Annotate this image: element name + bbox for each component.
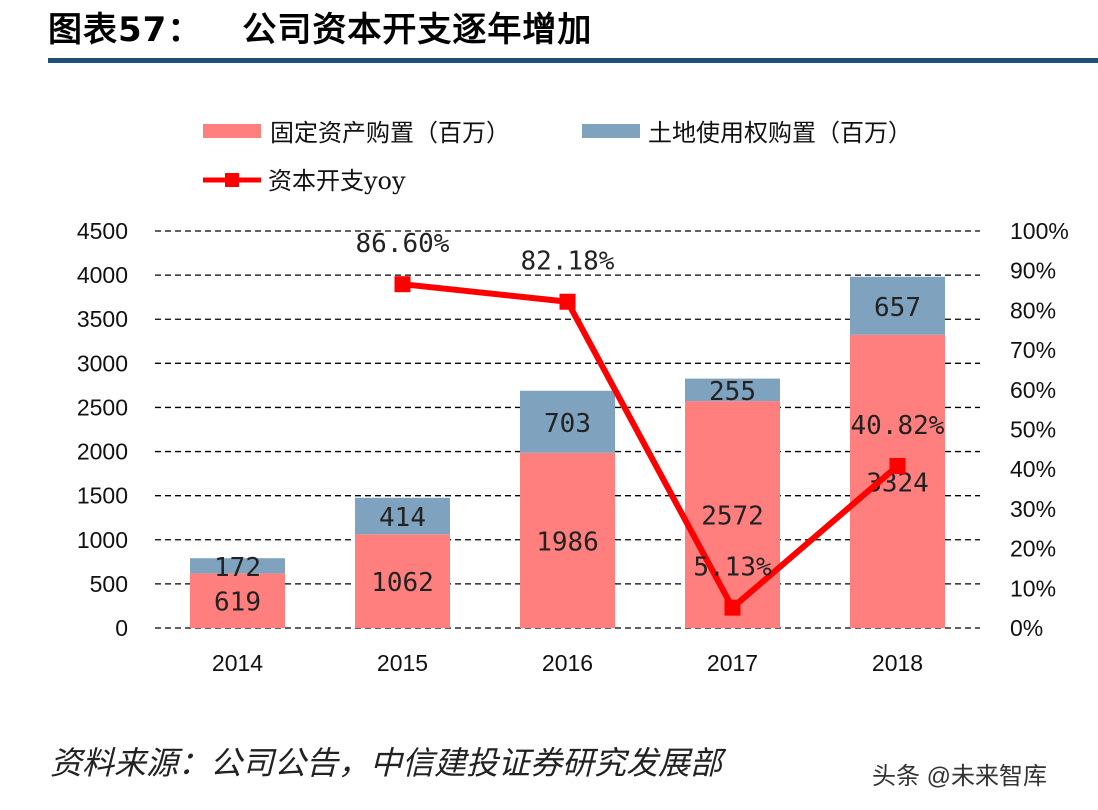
chart: 固定资产购置（百万） 土地使用权购置（百万） 资本开支yoy 619 172 106…: [77, 119, 1069, 676]
x-tick-label: 2017: [707, 650, 758, 676]
y2-tick-label: 60%: [1010, 377, 1056, 403]
bar-land-use: [850, 276, 945, 335]
bar-land-use: [685, 378, 780, 402]
legend-marker-yoy: [225, 173, 239, 187]
legend: 固定资产购置（百万） 土地使用权购置（百万） 资本开支yoy: [203, 119, 912, 195]
x-tick-label: 2016: [542, 650, 593, 676]
data-label-fixed-assets: 619: [214, 588, 261, 618]
source-note: 资料来源：公司公告，中信建投证券研究发展部: [50, 744, 723, 782]
y-tick-label: 2000: [77, 439, 128, 465]
bar-land-use: [355, 497, 450, 535]
y2-tick-label: 40%: [1010, 456, 1056, 482]
figure-number: 图表57：: [48, 10, 203, 50]
y-tick-label: 4500: [77, 218, 128, 244]
legend-label-land-use: 土地使用权购置（百万）: [648, 119, 912, 147]
y-tick-label: 1500: [77, 483, 128, 509]
data-label-yoy: 82.18%: [521, 247, 615, 277]
marker-yoy: [559, 293, 576, 310]
y2-tick-label: 10%: [1010, 575, 1056, 601]
line-yoy: [402, 281, 900, 613]
y2-tick-label: 20%: [1010, 536, 1056, 562]
figure-title: 公司资本开支逐年增加: [242, 10, 593, 50]
bar-land-use: [190, 558, 285, 574]
data-label-land-use: 414: [379, 503, 426, 533]
bar-fixed-assets: [520, 452, 615, 628]
data-label-yoy: 86.60%: [356, 229, 450, 259]
y-tick-label: 3500: [77, 306, 128, 332]
page-title: 图表57： 公司资本开支逐年增加: [48, 2, 592, 51]
y2-tick-label: 90%: [1010, 258, 1056, 284]
data-label-yoy: 40.82%: [851, 411, 945, 441]
data-label-land-use: 255: [709, 377, 756, 407]
y-tick-label: 1000: [77, 527, 128, 553]
legend-swatch-fixed-assets: [203, 124, 261, 138]
x-tick-label: 2018: [872, 650, 923, 676]
y2-tick-label: 50%: [1010, 417, 1056, 443]
data-label-land-use: 657: [874, 293, 921, 323]
x-tick-label: 2015: [377, 650, 428, 676]
y-tick-label: 4000: [77, 262, 128, 288]
title-rule: [48, 58, 1098, 63]
y2-tick-label: 0%: [1010, 615, 1043, 641]
data-label-fixed-assets: 1062: [371, 568, 434, 598]
bar-fixed-assets: [850, 334, 945, 628]
data-label-land-use: 172: [214, 553, 261, 583]
y-tick-label: 2500: [77, 394, 128, 420]
marker-yoy: [889, 457, 906, 474]
watermark: 头条 @未来智库: [872, 763, 1048, 790]
y2-tick-label: 30%: [1010, 496, 1056, 522]
marker-yoy: [394, 276, 411, 293]
data-label-yoy: 5.13%: [693, 553, 772, 583]
y2-tick-label: 100%: [1010, 218, 1069, 244]
y2-tick-label: 80%: [1010, 297, 1056, 323]
data-label-land-use: 703: [544, 409, 591, 439]
marker-yoy: [724, 599, 741, 616]
y-tick-label: 0: [115, 615, 128, 641]
y2-tick-label: 70%: [1010, 337, 1056, 363]
data-label-fixed-assets: 1986: [536, 527, 599, 557]
data-label-fixed-assets: 2572: [701, 502, 764, 532]
legend-label-fixed-assets: 固定资产购置（百万）: [270, 119, 510, 147]
y-tick-label: 500: [90, 571, 128, 597]
bar-fixed-assets: [355, 534, 450, 628]
x-tick-label: 2014: [212, 650, 263, 676]
bar-fixed-assets: [190, 573, 285, 628]
y-tick-label: 3000: [77, 350, 128, 376]
legend-label-yoy: 资本开支yoy: [268, 167, 406, 195]
bar-fixed-assets: [685, 401, 780, 628]
bar-land-use: [520, 390, 615, 453]
legend-swatch-land-use: [582, 124, 640, 138]
